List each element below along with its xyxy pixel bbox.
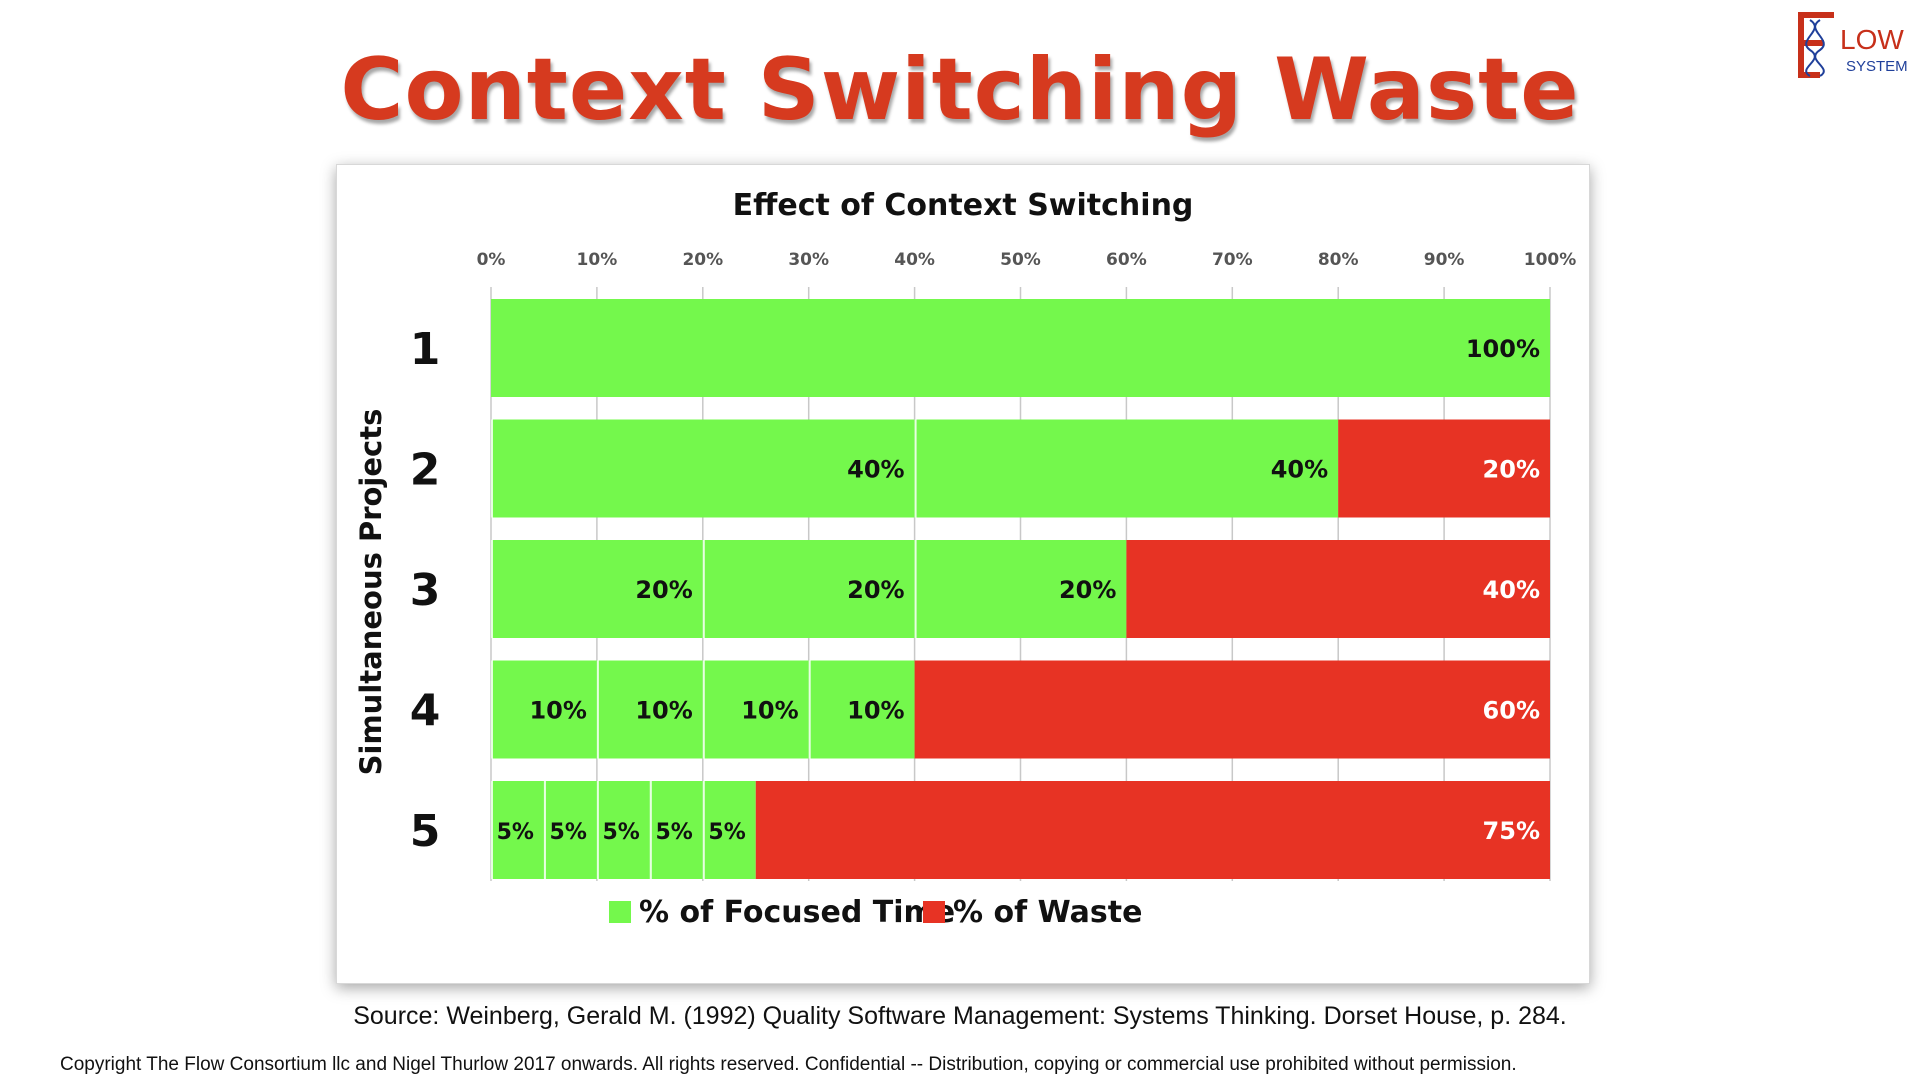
source-citation: Source: Weinberg, Gerald M. (1992) Quali… [353, 1002, 1567, 1030]
bar-segment [596, 781, 650, 879]
bar-segment [1338, 419, 1550, 518]
x-tick-label: 50% [1000, 250, 1041, 270]
data-label: 20% [1059, 576, 1116, 604]
chart-title: Effect of Context Switching [733, 188, 1194, 223]
bar-segment [808, 660, 915, 759]
data-label: 10% [635, 697, 692, 725]
bar-segment [702, 660, 809, 759]
data-label: 100% [1466, 335, 1540, 363]
data-label: 20% [847, 576, 904, 604]
logo-text-low: LOW [1840, 24, 1904, 55]
data-label: 5% [497, 820, 534, 845]
bar-segment [543, 781, 597, 879]
category-label: 5 [410, 806, 441, 857]
bar-segment [649, 781, 703, 879]
data-label: 40% [1271, 456, 1328, 484]
data-label: 20% [1483, 456, 1540, 484]
bar-segment [491, 540, 703, 638]
flow-logo-icon [1798, 12, 1834, 78]
bar-segment [491, 419, 915, 518]
data-label: 5% [550, 820, 587, 845]
legend-label-waste: % of Waste [953, 895, 1142, 930]
x-tick-label: 40% [894, 250, 935, 270]
y-axis-label: Simultaneous Projects [354, 409, 388, 776]
data-label: 10% [741, 697, 798, 725]
chart-card: Effect of Context Switching 0% 10% 20% 30% 40… [336, 164, 1590, 984]
bar-segment [491, 299, 1550, 397]
x-tick-label: 20% [682, 250, 723, 270]
bar-segment [702, 540, 915, 638]
legend-swatch-focused [609, 901, 631, 923]
data-label: 60% [1483, 697, 1540, 725]
data-label: 75% [1483, 817, 1540, 845]
x-tick-label: 0% [477, 250, 506, 270]
data-label: 5% [708, 820, 745, 845]
legend-swatch-waste [923, 901, 945, 923]
bar-segment [914, 660, 1550, 759]
copyright-notice: Copyright The Flow Consortium llc and Ni… [60, 1054, 1517, 1075]
slide-title: Context Switching Waste [340, 40, 1580, 140]
data-label: 10% [529, 697, 586, 725]
x-tick-label: 70% [1212, 250, 1253, 270]
bar-segment [596, 660, 703, 759]
legend-label-focused: % of Focused Time [639, 895, 955, 930]
data-label: 5% [655, 820, 692, 845]
category-label: 4 [410, 686, 441, 737]
category-label: 3 [410, 565, 441, 616]
x-tick-label: 90% [1424, 250, 1465, 270]
bar-segment [1126, 540, 1550, 638]
category-label: 1 [410, 324, 441, 375]
data-label: 40% [1483, 576, 1540, 604]
x-tick-label: 80% [1318, 250, 1359, 270]
data-label: 20% [635, 576, 692, 604]
bar-segment [702, 781, 756, 879]
data-label: 10% [847, 697, 904, 725]
x-tick-label: 10% [577, 250, 618, 270]
x-tick-label: 60% [1106, 250, 1147, 270]
data-label: 40% [847, 456, 904, 484]
bar-segment [491, 781, 544, 879]
data-label: 5% [602, 820, 639, 845]
bar-segment [491, 660, 597, 759]
logo-text-system: SYSTEM [1846, 58, 1908, 75]
category-label: 2 [410, 445, 441, 496]
bar-segment [914, 419, 1339, 518]
x-tick-label: 100% [1524, 250, 1577, 270]
x-tick-label: 30% [788, 250, 829, 270]
bar-segment [755, 781, 1550, 879]
bar-segment [914, 540, 1127, 638]
context-switching-chart: Effect of Context Switching 0% 10% 20% 30% 40… [354, 188, 1577, 930]
